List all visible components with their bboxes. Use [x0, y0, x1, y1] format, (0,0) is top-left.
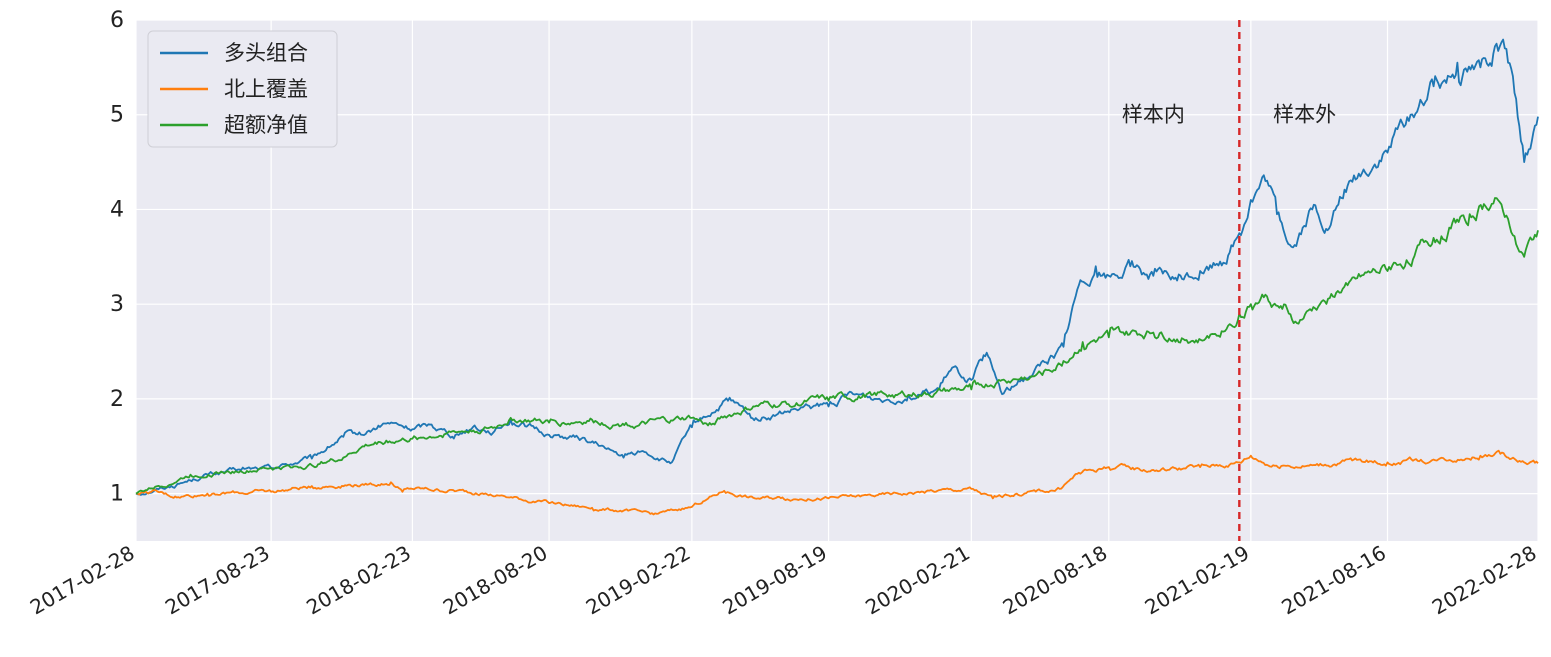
- y-tick-label: 6: [110, 8, 124, 33]
- x-tick-label: 2019-08-19: [718, 541, 831, 620]
- series-line: [135, 197, 1539, 495]
- x-axis-ticks: 2017-02-28 2017-08-23 2018-02-23 2018-08-20…: [26, 541, 1541, 620]
- annotation-layer: 样本内 样本外: [1122, 103, 1336, 127]
- x-tick-label: 2019-02-22: [582, 541, 695, 620]
- legend-box: [147, 30, 338, 148]
- x-tick-label: 2018-08-20: [439, 541, 552, 620]
- y-tick-label: 3: [110, 292, 124, 317]
- y-tick-label: 4: [110, 197, 124, 222]
- x-tick-label: 2021-02-19: [1141, 541, 1254, 620]
- y-axis-ticks: 1 2 3 4 5 6: [110, 8, 124, 507]
- series-layer: [135, 38, 1539, 516]
- x-tick-label: 2020-02-21: [861, 541, 974, 620]
- annotation-label: 样本内: [1122, 103, 1185, 127]
- y-tick-label: 5: [110, 103, 124, 128]
- series-line: [135, 38, 1539, 496]
- legend-label: 超额净值: [224, 113, 308, 137]
- x-tick-label: 2020-08-18: [999, 541, 1112, 620]
- y-tick-label: 2: [110, 387, 124, 412]
- x-tick-label: 2017-02-28: [26, 541, 139, 620]
- grid: [135, 19, 1539, 541]
- legend-label: 北上覆盖: [224, 77, 308, 101]
- annotation-label: 样本外: [1273, 103, 1336, 127]
- x-tick-label: 2021-08-16: [1277, 541, 1390, 620]
- y-tick-label: 1: [110, 482, 124, 507]
- series-line: [135, 449, 1539, 516]
- plot-area: [136, 20, 1538, 541]
- legend-label: 多头组合: [224, 41, 308, 65]
- x-tick-label: 2018-02-23: [302, 541, 415, 620]
- x-tick-label: 2022-02-28: [1428, 541, 1541, 620]
- x-tick-label: 2017-08-23: [161, 541, 274, 620]
